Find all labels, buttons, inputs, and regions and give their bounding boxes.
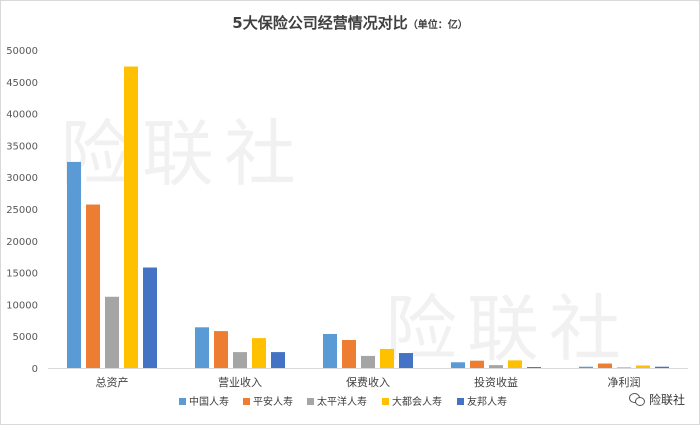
publisher-logo: 险联社 <box>625 390 688 409</box>
bar <box>598 363 612 368</box>
bar <box>342 340 356 368</box>
x-tick-label: 投资收益 <box>474 375 518 389</box>
bar <box>636 365 650 368</box>
bar <box>105 296 119 368</box>
legend-swatch <box>457 398 464 405</box>
y-tick-label: 45000 <box>6 78 38 89</box>
bar <box>323 333 337 368</box>
chart-title: 5大保险公司经营情况对比（单位：亿） <box>0 12 700 33</box>
bar <box>67 161 81 368</box>
y-tick-label: 40000 <box>6 110 38 121</box>
bar <box>124 66 138 368</box>
bar <box>252 338 266 368</box>
y-tick-label: 50000 <box>6 46 38 57</box>
legend-label: 平安人寿 <box>253 395 293 408</box>
bar <box>470 360 484 368</box>
bar <box>195 327 209 368</box>
y-tick-label: 30000 <box>6 173 38 184</box>
chart-unit: （单位：亿） <box>407 20 468 31</box>
bar <box>86 204 100 368</box>
bar <box>451 362 465 368</box>
bar <box>361 355 375 368</box>
y-tick-label: 0 <box>32 364 38 375</box>
y-tick-label: 35000 <box>6 141 38 152</box>
bar <box>579 366 593 368</box>
legend-label: 太平洋人寿 <box>317 395 367 408</box>
bar <box>527 367 541 368</box>
bar <box>399 353 413 368</box>
legend-swatch <box>382 398 389 405</box>
legend-label: 中国人寿 <box>189 395 229 408</box>
legend-swatch <box>179 398 186 405</box>
legend-label: 友邦人寿 <box>467 395 507 408</box>
bar <box>489 365 503 368</box>
x-tick-label: 总资产 <box>96 375 129 389</box>
chart-title-text: 5大保险公司经营情况对比 <box>232 14 408 32</box>
x-tick-label: 营业收入 <box>218 375 262 389</box>
y-tick-label: 5000 <box>13 332 38 343</box>
y-tick-label: 15000 <box>6 269 38 280</box>
bar <box>233 352 247 368</box>
y-tick-label: 20000 <box>6 237 38 248</box>
bar <box>508 360 522 368</box>
legend-label: 大都会人寿 <box>392 395 442 408</box>
y-tick-label: 10000 <box>6 300 38 311</box>
bar <box>617 367 631 368</box>
wechat-icon <box>628 392 645 407</box>
publisher-name: 险联社 <box>648 393 685 407</box>
bar <box>655 366 669 368</box>
legend-swatch <box>307 398 314 405</box>
bar <box>143 267 157 368</box>
x-tick-label: 保费收入 <box>346 375 390 389</box>
bar <box>380 348 394 368</box>
legend-swatch <box>243 398 250 405</box>
x-tick-label: 净利润 <box>608 375 641 389</box>
bar <box>271 352 285 368</box>
y-tick-label: 25000 <box>6 205 38 216</box>
bar <box>214 331 228 368</box>
